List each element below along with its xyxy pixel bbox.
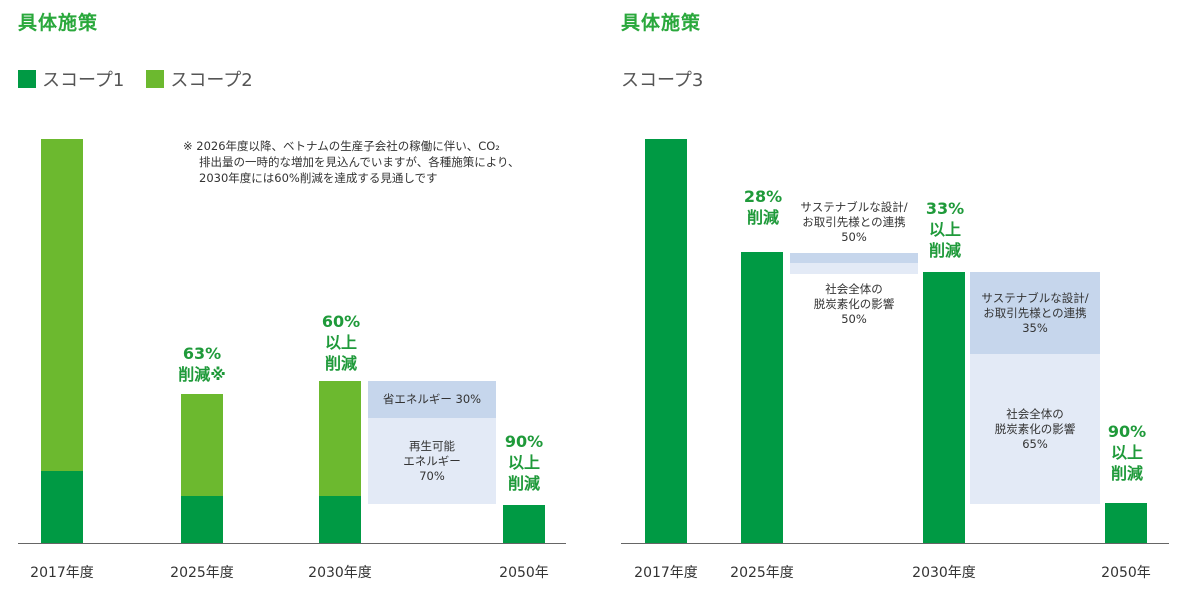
box-renewable: 再生可能 エネルギー 70% — [368, 418, 496, 504]
right-bar-2-0 — [923, 272, 965, 543]
left-bar-3-0 — [503, 504, 545, 543]
box-renewable-line-3: 70% — [419, 468, 445, 483]
legend-swatch-scope2 — [146, 70, 165, 88]
right-bar-1-0 — [741, 252, 783, 543]
r-label-2030-text-2: 削減 — [928, 241, 961, 260]
label-2025-pct: 63% — [182, 344, 222, 363]
left-tick-2: 2030年度 — [308, 565, 372, 581]
r-label-2025-text: 削減 — [746, 208, 779, 227]
legend: スコープ1 スコープ2 — [18, 66, 253, 92]
footnote: ※ 2026年度以降、ベトナムの生産子会社の稼働に伴い、CO₂ 排出量の一時的な… — [183, 138, 520, 186]
r-box-2025-sustainable-line-2: お取引先様との連携 — [802, 214, 906, 229]
right-tick-1: 2025年度 — [730, 565, 794, 581]
r-box-2025-society-line-3: 50% — [841, 311, 867, 326]
label-2050-pct: 90% — [504, 432, 544, 451]
right-bar-3-0 — [1105, 502, 1147, 543]
left-tick-1: 2025年度 — [170, 565, 234, 581]
right-title: 具体施策 — [621, 12, 702, 34]
r-label-2030-text-1: 以上 — [928, 220, 961, 239]
r-label-2030-pct: 33% — [925, 199, 965, 218]
box-energy-saving-text: 省エネルギー 30% — [382, 392, 482, 406]
left-bar-2-0 — [319, 496, 361, 543]
label-2050-reduction: 90% 以上 削減 — [486, 431, 562, 494]
right-subtitle: スコープ3 — [621, 70, 704, 91]
left-bar-1-0 — [181, 496, 223, 543]
left-bar-0-0 — [41, 471, 83, 543]
r-label-2030-reduction: 33% 以上 削減 — [907, 198, 983, 261]
r-box-2030-sustainable: サステナブルな設計/ お取引先様との連携 35% — [970, 272, 1100, 354]
label-2030-pct: 60% — [321, 312, 361, 331]
left-x-axis — [18, 543, 566, 544]
left-bar-2-1 — [319, 381, 361, 497]
box-renewable-line-1: 再生可能 — [409, 438, 455, 453]
footnote-line-2: 排出量の一時的な増加を見込んでいますが、各種施策により、 — [199, 155, 520, 169]
footnote-line-3: 2030年度には60%削減を達成する見通しです — [199, 171, 438, 185]
left-bar-1-1 — [181, 393, 223, 497]
box-renewable-line-2: エネルギー — [403, 453, 461, 468]
r-box-2025-sustainable — [790, 253, 918, 263]
legend-swatch-scope1 — [18, 70, 36, 88]
r-label-2025-pct: 28% — [743, 187, 783, 206]
r-box-2030-society: 社会全体の 脱炭素化の影響 65% — [970, 354, 1100, 504]
left-tick-0: 2017年度 — [30, 565, 94, 581]
box-energy-saving: 省エネルギー 30% — [368, 381, 496, 418]
right-x-axis — [621, 543, 1169, 544]
r-box-2030-sustainable-line-3: 35% — [1022, 320, 1048, 335]
left-tick-3: 2050年 — [499, 565, 549, 581]
r-label-2050-text-2: 削減 — [1110, 464, 1143, 483]
r-box-2030-society-line-2: 脱炭素化の影響 — [994, 421, 1076, 436]
right-tick-3: 2050年 — [1101, 565, 1151, 581]
r-box-2025-sustainable-line-1: サステナブルな設計/ — [800, 199, 908, 214]
r-box-2030-society-line-1: 社会全体の — [1006, 406, 1064, 421]
r-box-2030-sustainable-line-1: サステナブルな設計/ — [981, 290, 1089, 305]
r-box-2030-society-line-3: 65% — [1022, 436, 1048, 451]
r-label-2050-reduction: 90% 以上 削減 — [1089, 421, 1165, 484]
label-2025-text: 削減※ — [178, 365, 226, 384]
footnote-line-1: ※ 2026年度以降、ベトナムの生産子会社の稼働に伴い、CO₂ — [183, 139, 500, 153]
r-label-2025-reduction: 28% 削減 — [725, 186, 801, 228]
label-2030-reduction: 60% 以上 削減 — [303, 311, 379, 374]
right-tick-2: 2030年度 — [912, 565, 976, 581]
left-bar-0-1 — [41, 139, 83, 472]
label-2030-text-1: 以上 — [324, 333, 357, 352]
r-label-2050-pct: 90% — [1107, 422, 1147, 441]
label-2025-reduction: 63% 削減※ — [164, 343, 240, 385]
right-tick-0: 2017年度 — [634, 565, 698, 581]
label-2050-text-1: 以上 — [507, 453, 540, 472]
r-box-2025-sustainable-text: サステナブルな設計/ お取引先様との連携 50% — [790, 196, 918, 248]
r-label-2050-text-1: 以上 — [1110, 443, 1143, 462]
left-title: 具体施策 — [18, 12, 99, 34]
legend-label-scope2: スコープ2 — [170, 70, 253, 91]
r-box-2025-society-top — [790, 263, 918, 274]
right-bar-0-0 — [645, 139, 687, 543]
r-box-2025-society-line-2: 脱炭素化の影響 — [813, 296, 895, 311]
r-box-2025-society-line-1: 社会全体の — [825, 281, 883, 296]
r-box-2025-sustainable-line-3: 50% — [841, 229, 867, 244]
r-box-2025-society-text: 社会全体の 脱炭素化の影響 50% — [790, 278, 918, 330]
label-2050-text-2: 削減 — [507, 474, 540, 493]
label-2030-text-2: 削減 — [324, 354, 357, 373]
legend-label-scope1: スコープ1 — [42, 70, 125, 91]
r-box-2030-sustainable-line-2: お取引先様との連携 — [983, 305, 1087, 320]
